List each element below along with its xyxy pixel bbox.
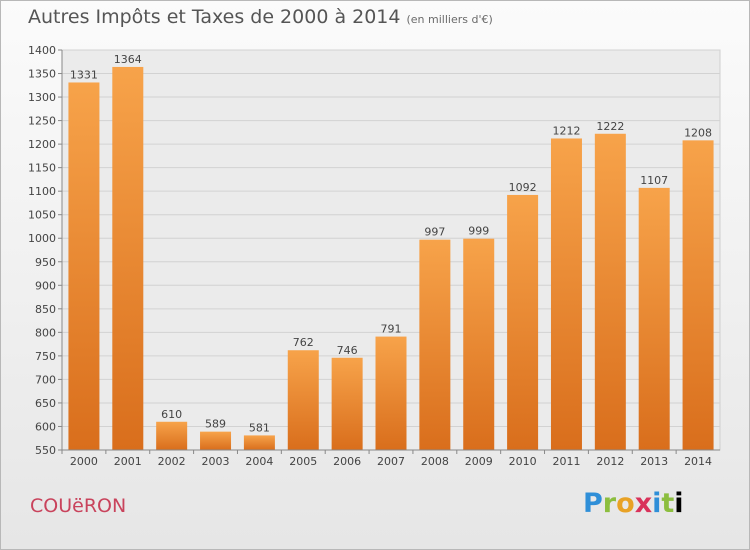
y-tick-label: 1100 <box>28 185 56 198</box>
bar-2014 <box>682 140 714 450</box>
x-tick-label: 2004 <box>245 455 273 468</box>
y-tick-label: 900 <box>35 279 56 292</box>
data-label: 1364 <box>114 53 142 66</box>
x-tick-label: 2008 <box>421 455 449 468</box>
y-tick-label: 750 <box>35 350 56 363</box>
bar-2000 <box>68 82 100 451</box>
y-tick-label: 850 <box>35 303 56 316</box>
bar-2005 <box>287 350 319 450</box>
data-label: 1331 <box>70 68 98 81</box>
y-tick-label: 1400 <box>28 44 56 57</box>
bar-2001 <box>112 66 144 451</box>
bar-2011 <box>550 138 582 450</box>
data-label: 581 <box>249 421 270 434</box>
bars <box>68 66 714 451</box>
x-tick-label: 2001 <box>114 455 142 468</box>
x-tick-label: 2000 <box>70 455 98 468</box>
bar-2012 <box>594 133 626 450</box>
bar-2006 <box>331 357 363 450</box>
x-tick-label: 2005 <box>289 455 317 468</box>
data-label: 1222 <box>596 120 624 133</box>
x-tick-label: 2003 <box>202 455 230 468</box>
bar-2007 <box>375 336 407 450</box>
chart-title: Autres Impôts et Taxes de 2000 à 2014 (en… <box>28 6 493 28</box>
y-tick-label: 1350 <box>28 68 56 81</box>
bar-2013 <box>638 187 670 450</box>
y-tick-label: 1250 <box>28 115 56 128</box>
x-tick-label: 2009 <box>465 455 493 468</box>
data-label: 997 <box>424 226 445 239</box>
data-label: 999 <box>468 225 489 238</box>
y-tick-label: 800 <box>35 326 56 339</box>
y-tick-label: 950 <box>35 256 56 269</box>
bar-2002 <box>156 421 188 450</box>
y-tick-label: 650 <box>35 397 56 410</box>
chart-title-text: Autres Impôts et Taxes de 2000 à 2014 <box>28 6 401 28</box>
bar-2010 <box>507 194 539 450</box>
y-tick-label: 1200 <box>28 138 56 151</box>
data-label: 791 <box>381 323 402 336</box>
y-tick-label: 700 <box>35 373 56 386</box>
data-label: 746 <box>337 344 358 357</box>
value-labels: 1331 1364 610 589 581 762 746 791 997 999 1092 1212… <box>70 53 712 434</box>
bar-2008 <box>419 239 451 450</box>
data-label: 762 <box>293 336 314 349</box>
x-tick-label: 2014 <box>684 455 712 468</box>
y-axis-ticks: 550 600 650 700 750 800 850 900 950 1000 1050 1100 1… <box>28 44 62 457</box>
y-tick-label: 1300 <box>28 91 56 104</box>
x-tick-label: 2002 <box>158 455 186 468</box>
bar-2003 <box>200 431 232 450</box>
x-axis-ticks: 2000 2001 2002 2003 2004 2005 2006 2007 2008 2009… <box>61 450 712 468</box>
x-tick-label: 2010 <box>509 455 537 468</box>
chart-subtitle: (en milliers d'€) <box>406 13 493 26</box>
x-tick-label: 2013 <box>640 455 668 468</box>
y-tick-label: 1150 <box>28 162 56 175</box>
data-label: 1107 <box>640 174 668 187</box>
data-label: 1212 <box>552 124 580 137</box>
y-tick-label: 600 <box>35 420 56 433</box>
x-tick-label: 2006 <box>333 455 361 468</box>
data-label: 589 <box>205 418 226 431</box>
data-label: 1092 <box>509 181 537 194</box>
data-label: 1208 <box>684 126 712 139</box>
y-tick-label: 550 <box>35 444 56 457</box>
y-tick-label: 1000 <box>28 232 56 245</box>
place-name: COUëRON <box>30 495 127 517</box>
x-tick-label: 2007 <box>377 455 405 468</box>
bar-2004 <box>243 435 275 450</box>
data-label: 610 <box>161 408 182 421</box>
x-tick-label: 2012 <box>596 455 624 468</box>
bar-2009 <box>463 238 495 450</box>
proxiti-logo: Proxiti <box>583 488 684 519</box>
x-tick-label: 2011 <box>552 455 580 468</box>
y-tick-label: 1050 <box>28 209 56 222</box>
